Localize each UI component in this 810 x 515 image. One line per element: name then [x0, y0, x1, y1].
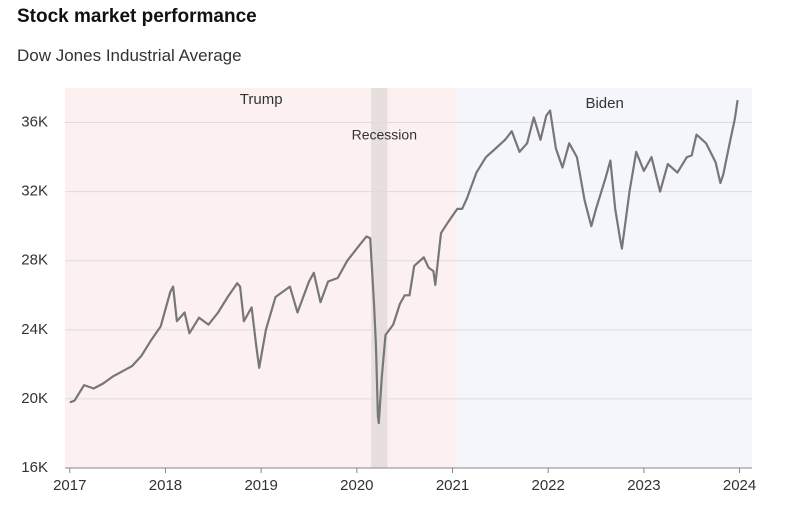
- y-tick-label: 24K: [21, 321, 48, 338]
- x-tick-label: 2022: [532, 477, 565, 494]
- y-tick-label: 28K: [21, 252, 48, 269]
- x-tick-label: 2024: [723, 477, 756, 494]
- x-tick-label: 2023: [627, 477, 660, 494]
- region-label: Trump: [240, 91, 283, 108]
- line: [69, 99, 739, 425]
- region-label: Biden: [585, 95, 623, 112]
- y-tick-label: 20K: [21, 390, 48, 407]
- region: [457, 88, 752, 468]
- y-tick-label: 36K: [21, 114, 48, 131]
- x-tick-label: 2018: [149, 477, 182, 494]
- x-tick-label: 2019: [244, 477, 277, 494]
- region: [371, 88, 388, 468]
- x-tick-label: 2021: [436, 477, 469, 494]
- chart-title: Stock market performance: [17, 6, 257, 27]
- chart-subtitle: Dow Jones Industrial Average: [17, 46, 242, 65]
- region-label: Recession: [352, 127, 417, 143]
- y-tick-label: 32K: [21, 183, 48, 200]
- y-tick-label: 16K: [21, 459, 48, 476]
- region: [65, 88, 458, 468]
- x-tick-label: 2017: [53, 477, 86, 494]
- x-tick-label: 2020: [340, 477, 373, 494]
